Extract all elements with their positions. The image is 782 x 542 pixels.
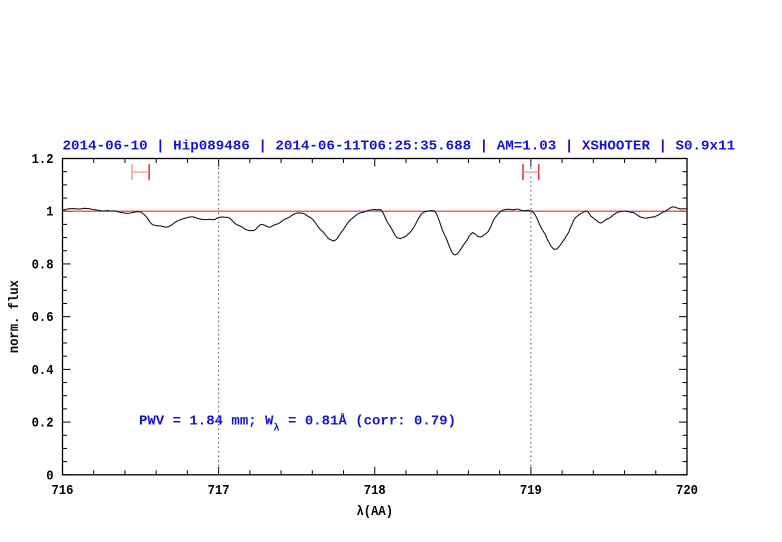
svg-text:0.8: 0.8: [32, 257, 54, 273]
svg-text:0: 0: [46, 468, 53, 484]
svg-text:0.2: 0.2: [32, 415, 54, 431]
svg-text:720: 720: [676, 482, 698, 498]
svg-text:719: 719: [520, 482, 542, 498]
svg-text:717: 717: [208, 482, 230, 498]
svg-text:0.4: 0.4: [32, 362, 54, 378]
svg-text:1.2: 1.2: [32, 151, 54, 167]
svg-text:λ(AA): λ(AA): [356, 503, 393, 519]
svg-text:1: 1: [46, 204, 53, 220]
svg-text:0.6: 0.6: [32, 309, 54, 325]
svg-text:718: 718: [364, 482, 386, 498]
svg-text:norm. flux: norm. flux: [6, 280, 22, 353]
svg-text:2014-06-10 | Hip089486 | 2014-: 2014-06-10 | Hip089486 | 2014-06-11T06:2…: [63, 139, 736, 155]
svg-text:716: 716: [52, 482, 74, 498]
